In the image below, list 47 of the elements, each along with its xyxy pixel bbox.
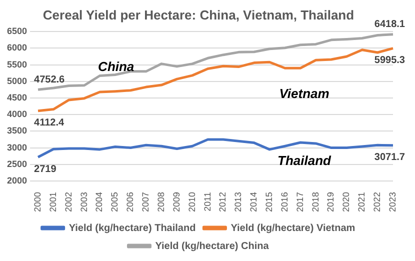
x-tick-label: 2013 — [233, 192, 244, 212]
chart-title: Cereal Yield per Hectare: China, Vietnam, Thailand — [42, 7, 354, 22]
annotation: Vietnam — [279, 86, 330, 101]
x-tick-label: 2004 — [94, 192, 104, 212]
x-tick-label: 2005 — [110, 192, 120, 212]
x-tick-label: 2007 — [140, 192, 151, 212]
annotation: Thailand — [278, 153, 332, 168]
x-tick-label: 2003 — [78, 192, 89, 212]
x-tick-label: 2014 — [248, 192, 259, 212]
legend-label: Yield (kg/hectare) Thailand — [68, 222, 196, 234]
annotation: China — [98, 59, 134, 74]
y-tick-label: 4500 — [6, 92, 28, 102]
x-tick-label: 2015 — [264, 192, 274, 212]
data-label: 5995.3 — [374, 55, 406, 66]
data-label: 2719 — [34, 164, 57, 175]
x-tick-label: 2012 — [218, 192, 228, 212]
y-tick-label: 3000 — [6, 142, 28, 152]
x-tick-label: 2023 — [387, 192, 398, 212]
data-label: 6418.1 — [374, 19, 406, 30]
y-tick-label: 2000 — [6, 175, 28, 186]
x-tick-label: 2010 — [186, 192, 197, 212]
y-tick-label: 4000 — [6, 109, 28, 120]
x-tick-label: 2000 — [32, 192, 43, 212]
x-tick-label: 2022 — [372, 192, 382, 212]
y-tick-label: 2500 — [6, 158, 28, 169]
y-tick-label: 5000 — [6, 76, 28, 86]
y-tick-label: 3500 — [6, 126, 28, 136]
data-label: 4752.6 — [34, 74, 66, 86]
legend-label: Yield (kg/hectare) China — [155, 240, 270, 252]
x-tick-label: 2001 — [48, 192, 58, 212]
x-tick-label: 2006 — [125, 192, 136, 212]
x-tick-label: 2017 — [294, 192, 305, 212]
data-label: 4112.4 — [34, 118, 64, 129]
x-tick-label: 2016 — [279, 192, 290, 212]
x-tick-label: 2009 — [171, 192, 182, 212]
x-tick-label: 2008 — [156, 192, 166, 212]
legend-label: Yield (kg/hectare) Vietnam — [230, 222, 356, 234]
x-tick-label: 2011 — [202, 192, 212, 212]
x-tick-label: 2019 — [326, 192, 336, 212]
x-tick-label: 2020 — [341, 192, 352, 212]
y-tick-label: 6500 — [6, 26, 28, 36]
x-tick-label: 2021 — [356, 192, 367, 212]
x-tick-label: 2018 — [310, 192, 320, 212]
y-tick-label: 5500 — [6, 59, 28, 70]
x-tick-label: 2002 — [63, 192, 74, 212]
data-label: 3071.7 — [374, 152, 406, 164]
y-tick-label: 6000 — [6, 42, 28, 53]
